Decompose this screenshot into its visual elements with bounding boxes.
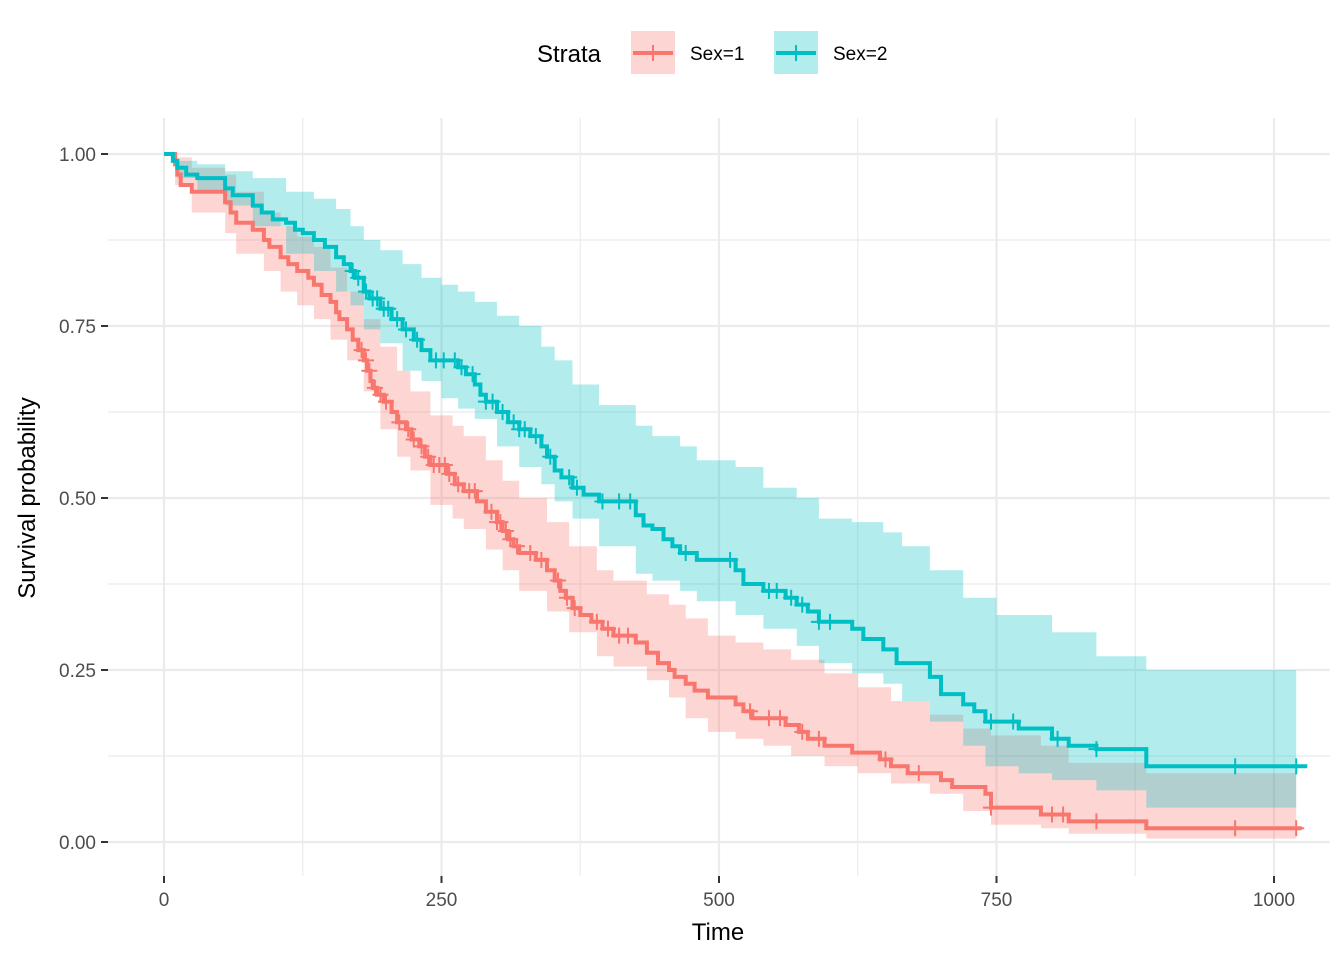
censor-mark <box>483 503 500 520</box>
censor-mark <box>413 438 430 455</box>
y-tick-label: 0.00 <box>59 833 96 854</box>
censor-mark <box>550 572 567 589</box>
censor-mark <box>1088 741 1105 758</box>
confidence-band-2 <box>164 154 1297 808</box>
censor-mark <box>594 493 611 510</box>
censor-mark <box>568 479 585 496</box>
censor-mark <box>619 627 636 644</box>
censor-mark <box>1288 758 1305 775</box>
censor-mark <box>508 538 525 555</box>
censor-mark <box>877 751 894 768</box>
x-tick-label: 1000 <box>1253 890 1295 911</box>
confidence-bands <box>164 154 1297 839</box>
censor-mark <box>453 359 470 376</box>
censor-mark <box>497 523 514 540</box>
censor-mark <box>361 362 378 379</box>
censor-mark <box>1049 730 1066 747</box>
censor-mark <box>1088 813 1105 830</box>
censor-mark <box>378 393 394 410</box>
legend-label-2: Sex=2 <box>833 44 887 65</box>
censor-marks <box>344 262 1305 837</box>
censor-mark <box>722 551 739 568</box>
legend-item-2: Sex=2 <box>774 31 887 74</box>
legend-item-1: Sex=1 <box>631 31 744 74</box>
censor-mark <box>622 493 639 510</box>
censor-mark <box>982 799 999 816</box>
censor-mark <box>533 551 550 568</box>
censor-mark <box>1288 820 1305 837</box>
y-tick-label: 0.75 <box>59 317 96 338</box>
censor-mark <box>409 331 426 348</box>
grid <box>108 118 1330 876</box>
x-tick-label: 750 <box>981 890 1013 911</box>
axes: 0.00 0.25 0.50 0.75 1.00 0 250 500 750 1000 <box>59 145 1295 911</box>
censor-mark <box>450 476 467 493</box>
censor-mark <box>492 514 509 531</box>
censor-mark <box>358 352 375 369</box>
legend-title: Strata <box>537 41 602 68</box>
censor-mark <box>794 723 811 740</box>
censor-mark <box>677 545 694 562</box>
censor-mark <box>369 290 386 307</box>
x-tick-label: 0 <box>159 890 170 911</box>
censor-mark <box>516 421 533 438</box>
censor-mark <box>405 431 422 448</box>
censor-mark <box>400 421 417 438</box>
censor-mark <box>810 730 827 747</box>
censor-mark <box>772 710 789 727</box>
censor-mark <box>742 703 759 720</box>
censor-mark <box>466 483 483 500</box>
censor-mark <box>464 366 481 383</box>
y-tick-label: 0.25 <box>59 661 96 682</box>
censor-mark <box>494 404 511 420</box>
y-axis-title: Survival probability <box>14 397 41 598</box>
censor-mark <box>502 531 519 548</box>
censor-mark <box>353 342 370 359</box>
censor-mark <box>527 428 544 445</box>
censor-mark <box>561 469 578 486</box>
censor-mark <box>982 713 999 730</box>
censor-mark <box>1227 758 1244 775</box>
censor-mark <box>1005 713 1022 730</box>
censor-mark <box>588 613 605 630</box>
censor-mark <box>1055 806 1072 823</box>
censor-mark <box>484 393 501 410</box>
x-tick-label: 500 <box>703 890 735 911</box>
censor-mark <box>783 589 800 606</box>
censor-mark <box>358 283 375 300</box>
censor-mark <box>380 300 397 317</box>
censor-mark <box>566 600 583 617</box>
censor-mark <box>794 596 811 613</box>
censor-mark <box>910 765 927 782</box>
censor-mark <box>600 620 616 637</box>
censor-mark <box>391 414 408 431</box>
censor-mark <box>558 589 575 606</box>
censor-mark <box>397 321 414 338</box>
censor-mark <box>446 352 463 369</box>
legend-label-1: Sex=1 <box>690 44 744 65</box>
censor-mark <box>389 311 406 328</box>
y-tick-label: 0.50 <box>59 489 96 510</box>
confidence-band-1 <box>164 154 1297 839</box>
censor-mark <box>420 448 437 465</box>
censor-mark <box>768 582 785 599</box>
censor-mark <box>542 448 559 465</box>
x-tick-label: 250 <box>426 890 458 911</box>
legend: Strata Sex=1 Sex=2 <box>537 31 887 74</box>
y-tick-label: 1.00 <box>59 145 96 166</box>
censor-mark <box>441 465 458 482</box>
x-axis-title: Time <box>692 919 744 946</box>
censor-mark <box>1227 820 1244 837</box>
censor-mark <box>822 613 838 630</box>
censor-mark <box>436 456 453 473</box>
censor-mark <box>350 269 367 286</box>
censor-mark <box>522 545 539 562</box>
